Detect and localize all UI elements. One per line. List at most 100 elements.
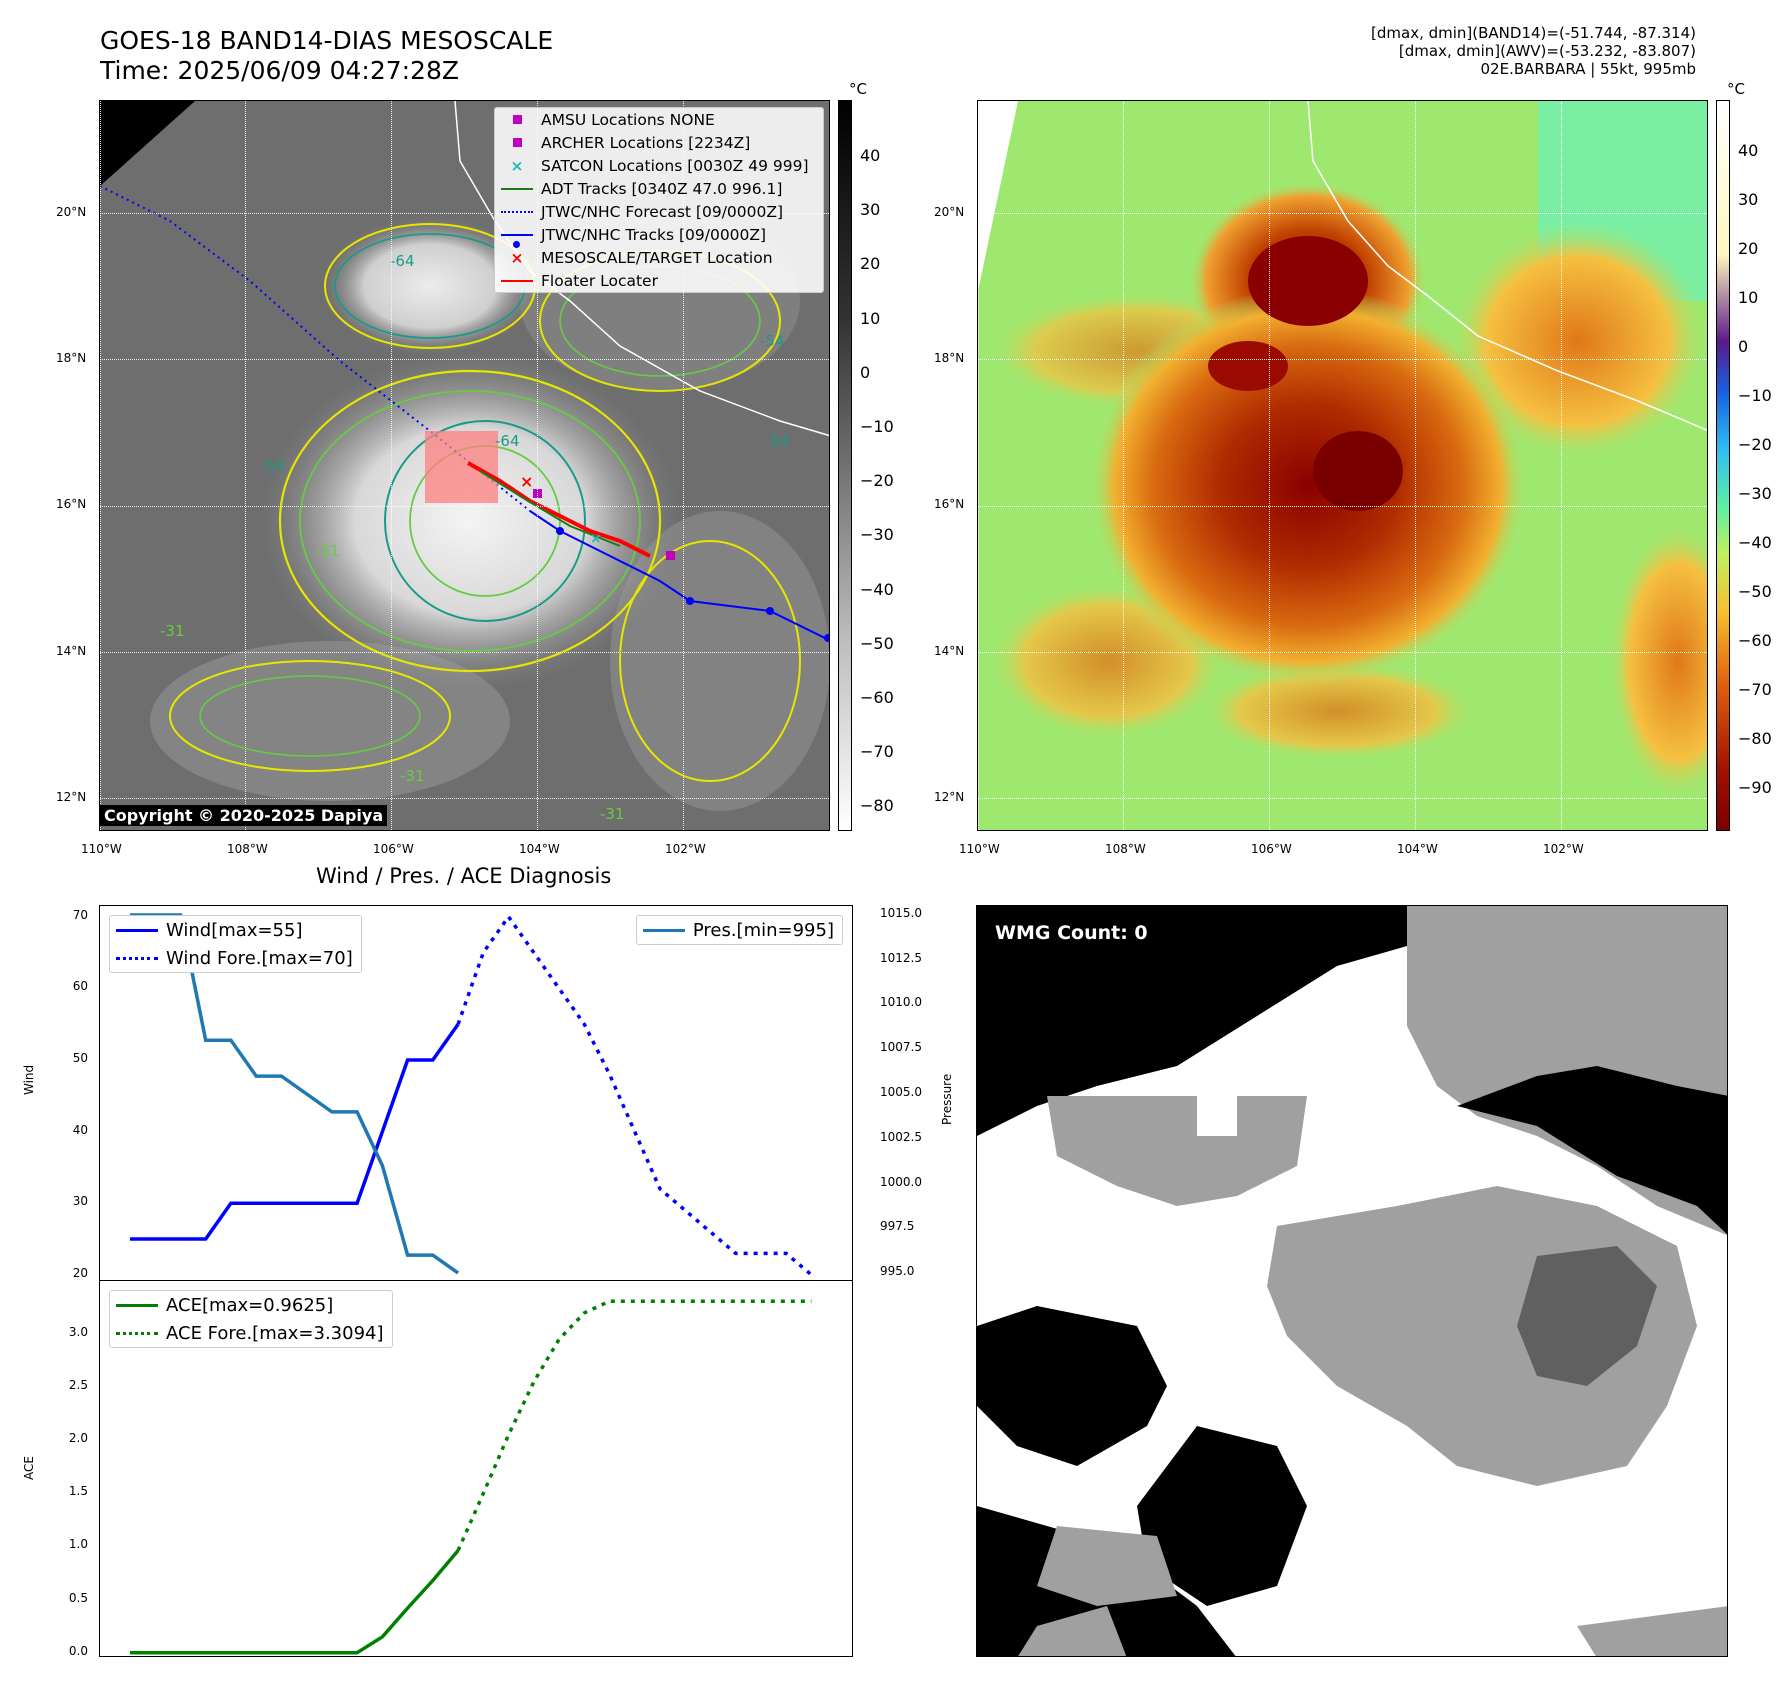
ir-colorbar-tick: −20	[860, 471, 894, 491]
lat-tick: 20°N	[56, 205, 87, 219]
pressure-y-tick: 1000.0	[880, 1174, 922, 1189]
contour-label: -54	[760, 332, 785, 350]
contour-label: -54	[765, 432, 790, 450]
copyright-label: Copyright © 2020-2025 Dapiya	[100, 805, 388, 826]
lon-tick: 104°W	[519, 842, 560, 856]
ir-colorbar-tick: 0	[860, 362, 871, 382]
series-line-0	[130, 1549, 460, 1655]
lon-tick: 108°W	[227, 842, 268, 856]
ir-colorbar-tick: 10	[860, 308, 881, 328]
info-storm: 02E.BARBARA | 55kt, 995mb	[1480, 60, 1696, 78]
legend-item-satcon: × SATCON Locations [0030Z 49 999]	[510, 156, 809, 175]
lat-tick: 20°N	[934, 205, 965, 219]
ir-colorbar	[838, 100, 852, 831]
awv-colorbar-tick: −10	[1738, 386, 1772, 405]
ace-y-tick: 1.0	[68, 1537, 88, 1552]
contour-label: -64	[390, 252, 415, 270]
pressure-y-tick: 997.5	[880, 1219, 915, 1234]
wind-y-tick: 70	[72, 907, 88, 922]
contour-label: -31	[600, 805, 625, 823]
ir-colorbar-tick: −80	[860, 796, 894, 816]
ir-colorbar-tick: 30	[860, 200, 881, 220]
lon-tick: 110°W	[81, 842, 122, 856]
awv-colorbar-tick: −60	[1738, 631, 1772, 650]
awv-colorbar-unit: °C	[1727, 80, 1745, 98]
lon-tick: 104°W	[1397, 842, 1438, 856]
chart-title: Wind / Pres. / ACE Diagnosis	[316, 864, 612, 888]
ir-colorbar-tick: −70	[860, 742, 894, 762]
awv-colorbar-tick: 30	[1738, 190, 1759, 209]
pressure-y-tick: 1007.5	[880, 1040, 922, 1055]
info-block: [dmax, dmin](BAND14)=(-51.744, -87.314) …	[1371, 24, 1696, 78]
ace-y-tick: 1.5	[68, 1484, 88, 1499]
pres-legend: Pres.[min=995]	[635, 915, 843, 945]
lon-tick: 108°W	[1105, 842, 1146, 856]
info-awv: [dmax, dmin](AWV)=(-53.232, -83.807)	[1398, 42, 1696, 60]
lat-tick: 14°N	[56, 644, 87, 658]
time-label: Time: 2025/06/09 04:27:28Z	[100, 56, 459, 85]
lat-tick: 12°N	[56, 790, 87, 804]
wmg-count-label: WMG Count: 0	[995, 922, 1148, 944]
legend-item-wind-forecast: Wind Fore.[max=70]	[110, 944, 361, 972]
legend-item-archer: ARCHER Locations [2234Z]	[495, 131, 823, 154]
series-line-0	[130, 1023, 460, 1241]
awv-colorbar-tick: −70	[1738, 680, 1772, 699]
awv-colorbar-tick: −80	[1738, 729, 1772, 748]
svg-text:×: ×	[520, 472, 533, 491]
contour-label: -54	[260, 457, 285, 475]
wind-legend: Wind[max=55] Wind Fore.[max=70]	[109, 915, 362, 973]
ace-y-tick: 3.0	[68, 1325, 88, 1340]
lon-tick: 106°W	[1251, 842, 1292, 856]
main-title: GOES-18 BAND14-DIAS MESOSCALE	[100, 26, 554, 55]
legend-item-ace-forecast: ACE Fore.[max=3.3094]	[110, 1319, 392, 1347]
ir-map-panel: × × -64 -54 -54 -54 -31 -31 -31 -31 -64 …	[99, 100, 830, 831]
lon-tick: 106°W	[373, 842, 414, 856]
pressure-y-tick: 1012.5	[880, 950, 922, 965]
wmg-imagery	[977, 906, 1727, 1656]
ace-y-tick: 0.0	[68, 1643, 88, 1658]
series-line-1	[456, 1299, 812, 1552]
lon-tick: 102°W	[665, 842, 706, 856]
lat-tick: 14°N	[934, 644, 965, 658]
awv-colorbar-tick: −40	[1738, 533, 1772, 552]
wind-pres-chart: Wind[max=55] Wind Fore.[max=70] Pres.[mi…	[99, 905, 853, 1281]
awv-colorbar-tick: −30	[1738, 484, 1772, 503]
pressure-y-tick: 1010.0	[880, 995, 922, 1010]
ace-legend: ACE[max=0.9625] ACE Fore.[max=3.3094]	[109, 1290, 393, 1348]
awv-map-panel	[977, 100, 1708, 831]
ir-legend: AMSU Locations NONE ARCHER Locations [22…	[494, 107, 824, 293]
ace-y-tick: 2.0	[68, 1431, 88, 1446]
pressure-axis-label: Pressure	[940, 1073, 954, 1125]
wind-y-tick: 40	[72, 1122, 88, 1137]
contour-label: -31	[315, 542, 340, 560]
contour-label: -31	[400, 767, 425, 785]
legend-item-wind: Wind[max=55]	[110, 916, 361, 944]
ir-colorbar-tick: −30	[860, 525, 894, 545]
ir-colorbar-tick: −60	[860, 688, 894, 707]
legend-item-ace: ACE[max=0.9625]	[110, 1291, 392, 1319]
lat-tick: 16°N	[934, 497, 965, 511]
contour-label: -31	[160, 622, 185, 640]
awv-imagery	[978, 101, 1707, 830]
lat-tick: 12°N	[934, 790, 965, 804]
lon-tick: 110°W	[959, 842, 1000, 856]
pressure-y-tick: 1015.0	[880, 905, 922, 920]
ir-colorbar-tick: −50	[860, 633, 894, 653]
lat-tick: 18°N	[934, 351, 965, 365]
wind-y-tick: 60	[72, 979, 88, 994]
ace-plot	[130, 1299, 812, 1655]
lat-tick: 18°N	[56, 351, 87, 365]
lon-tick: 102°W	[1543, 842, 1584, 856]
pressure-y-tick: 995.0	[880, 1264, 915, 1279]
awv-colorbar-tick: −20	[1738, 435, 1772, 454]
awv-colorbar	[1716, 100, 1730, 831]
contour-label: -64	[495, 432, 520, 450]
lat-tick: 16°N	[56, 497, 87, 511]
ir-colorbar-tick: 40	[860, 146, 881, 165]
wind-y-tick: 30	[72, 1194, 88, 1209]
awv-colorbar-tick: 20	[1738, 239, 1759, 258]
awv-colorbar-tick: 40	[1738, 141, 1759, 160]
ace-chart: ACE[max=0.9625] ACE Fore.[max=3.3094]	[99, 1280, 853, 1657]
ir-colorbar-tick: −10	[860, 417, 894, 436]
legend-item-tracks: JTWC/NHC Tracks [09/0000Z]	[495, 223, 823, 248]
